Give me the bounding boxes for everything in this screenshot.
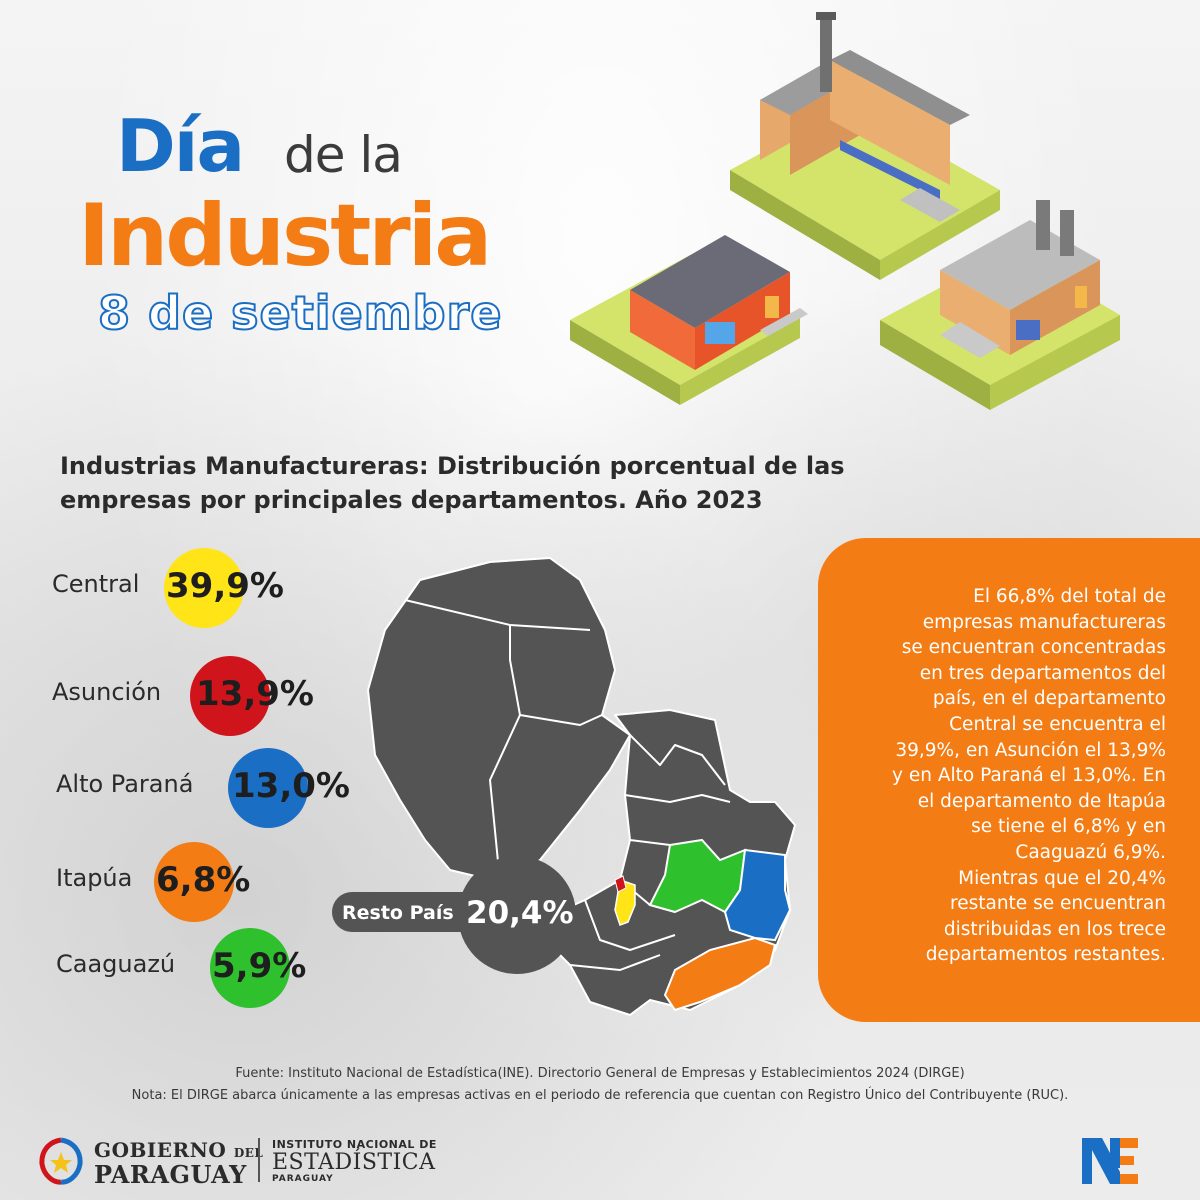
info-line: distribuidas en los trece [943,918,1166,940]
dept-circle [190,656,270,736]
gov-logo-line1: GOBIERNO DEL [94,1138,264,1162]
info-line: Mientras que el 20,4% [958,867,1166,889]
dept-circle [210,928,290,1008]
dept-row-central: Central 39,9% [0,548,300,628]
title-date: 8 de setiembre [97,285,503,341]
info-line: empresas manufactureras [922,611,1166,633]
info-line: en tres departamentos del [919,662,1166,684]
info-line: el departamento de Itapúa [917,790,1166,812]
resto-pais-value: 20,4% [466,895,574,931]
info-line: El 66,8% del total de [973,586,1166,607]
dept-value: 13,9% [196,674,314,714]
info-box-text: El 66,8% del total de empresas manufactu… [834,584,1166,968]
dept-circle [164,548,244,628]
info-line: se encuentran concentradas [901,637,1166,659]
resto-pais-label: Resto País [342,902,454,924]
dept-circle [228,748,308,828]
dept-label: Asunción [52,678,162,706]
source-note: Fuente: Instituto Nacional de Estadístic… [235,1066,965,1081]
dept-circle [154,842,234,922]
map-itapua [663,936,777,1012]
info-line: Central se encuentra el [949,713,1166,735]
small-building-icon [570,235,808,405]
dept-value: 39,9% [166,566,284,606]
resto-pais-circle [458,856,576,974]
gov-logo-line2: PARAGUAY [94,1160,247,1189]
info-line: país, en el departamento [932,688,1166,710]
paraguay-map [367,557,796,1016]
dept-value: 6,8% [156,860,251,900]
map-alto-parana [723,848,792,942]
footer-logos: GOBIERNO DEL PARAGUAY INSTITUTO NACIONAL… [36,1130,456,1190]
map-region-chaco [367,557,631,883]
title-de-la: de la [284,126,403,184]
info-line: 39,9%, en Asunción el 13,9% [895,739,1166,761]
dept-value: 13,0% [232,766,350,806]
dept-value: 5,9% [212,946,307,986]
ine-logo-line2: ESTADÍSTICA [272,1150,436,1175]
dept-row-itapua: Itapúa 6,8% [0,842,260,922]
info-line: y en Alto Paraná el 13,0%. En [892,765,1166,787]
info-line: Caaguazú 6,9%. [1015,841,1166,863]
dept-label: Caaguazú [56,950,176,978]
info-line: restante se encuentran [950,893,1166,915]
logo-divider [258,1138,260,1182]
paraguay-seal-icon [39,1137,83,1185]
ine-logo-line1: INSTITUTO NACIONAL DE [272,1138,437,1151]
big-factory-icon [730,12,1000,280]
ine-brand-icon [1082,1138,1138,1184]
dept-label: Central [52,570,140,598]
info-line: departamentos restantes. [925,944,1166,966]
dept-label: Itapúa [56,864,133,892]
dept-row-caaguazu: Caaguazú 5,9% [0,928,310,1008]
dept-row-asuncion: Asunción 13,9% [0,656,320,736]
title-dia: Día [116,104,245,188]
info-line: se tiene el 6,8% y en [971,816,1166,838]
title-industria: Industria [78,186,492,286]
chart-title: Industrias Manufactureras: Distribución … [60,450,1060,517]
dirge-note: Nota: El DIRGE abarca únicamente a las e… [131,1088,1069,1103]
ine-logo-line3: PARAGUAY [272,1174,334,1184]
map-asuncion [614,875,627,893]
dept-label: Alto Paraná [56,770,194,798]
info-box [818,538,1200,1022]
dept-row-alto-parana: Alto Paraná 13,0% [0,748,350,828]
factories-illustration [570,12,1120,410]
right-factory-icon [880,200,1120,410]
chart-title-line-2: empresas por principales departamentos. … [60,485,763,514]
chart-title-line-1: Industrias Manufactureras: Distribución … [60,452,845,480]
